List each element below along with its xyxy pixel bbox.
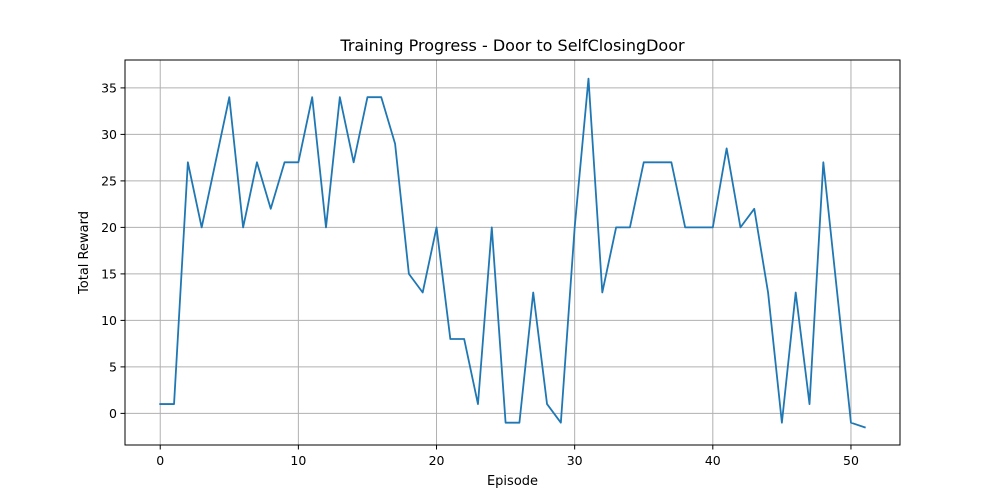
grid [125,60,900,445]
x-axis-label: Episode [487,474,538,489]
y-tick-label: 10 [101,313,117,328]
x-tick-label: 40 [705,453,721,468]
x-tick-label: 50 [843,453,859,468]
series-layer [159,77,866,429]
y-tick-label: 20 [101,220,117,235]
y-axis-ticks: 0 5 10 15 20 25 30 35 [101,80,125,421]
x-tick-label: 10 [290,453,306,468]
chart-title: Training Progress - Door to SelfClosingD… [339,36,685,55]
plot-frame [124,59,901,446]
x-tick-label: 0 [156,453,164,468]
y-tick-label: 5 [109,359,117,374]
y-axis-label: Total Reward [77,211,92,295]
y-tick-label: 25 [101,173,117,188]
series-line [159,77,866,429]
y-tick-label: 15 [101,266,117,281]
x-axis-ticks: 0 10 20 30 40 50 [156,445,859,468]
y-tick-label: 30 [101,127,117,142]
y-tick-label: 35 [101,80,117,95]
x-tick-label: 20 [429,453,445,468]
x-tick-label: 30 [567,453,583,468]
y-tick-label: 0 [109,406,117,421]
